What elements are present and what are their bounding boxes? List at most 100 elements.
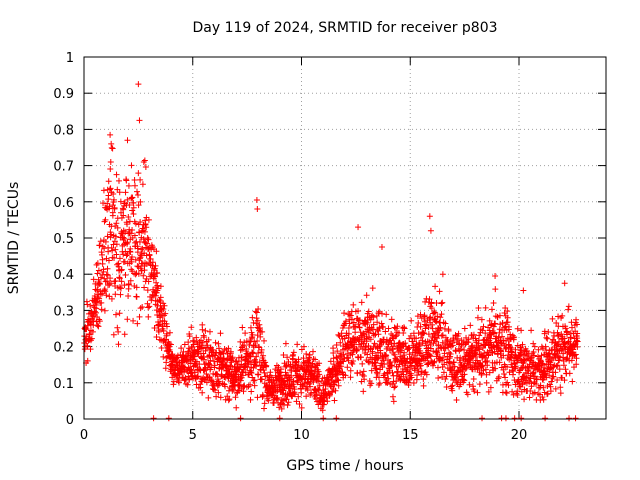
- data-point: [397, 376, 404, 383]
- data-point: [142, 163, 149, 170]
- data-point: [304, 387, 311, 394]
- data-point: [552, 369, 559, 376]
- data-point: [331, 397, 338, 404]
- data-point: [110, 196, 117, 203]
- data-point: [101, 307, 108, 314]
- data-point: [263, 381, 270, 388]
- data-point: [284, 402, 291, 409]
- data-point: [345, 334, 352, 341]
- data-point: [106, 293, 113, 300]
- data-point: [349, 351, 356, 358]
- data-point: [126, 202, 133, 209]
- data-point: [155, 321, 162, 328]
- data-point: [141, 157, 148, 164]
- data-point: [355, 337, 362, 344]
- data-point: [421, 312, 428, 319]
- data-point: [568, 357, 575, 364]
- y-tick-label: 0.1: [53, 377, 74, 392]
- data-point: [541, 328, 548, 335]
- data-point: [153, 333, 160, 340]
- data-point: [261, 369, 268, 376]
- data-point: [141, 228, 148, 235]
- data-point: [116, 189, 123, 196]
- data-point: [122, 228, 129, 235]
- data-point: [105, 178, 112, 185]
- data-point: [431, 358, 438, 365]
- data-point: [385, 341, 392, 348]
- data-point: [475, 304, 482, 311]
- data-point: [340, 351, 347, 358]
- data-point: [225, 345, 232, 352]
- data-point: [345, 324, 352, 331]
- data-point: [239, 324, 246, 331]
- data-point: [107, 185, 114, 192]
- data-point: [375, 374, 382, 381]
- data-point: [127, 249, 134, 256]
- data-point: [511, 334, 518, 341]
- data-point: [480, 323, 487, 330]
- data-point: [100, 187, 107, 194]
- data-point: [93, 305, 100, 312]
- data-point: [191, 338, 198, 345]
- data-point: [365, 358, 372, 365]
- data-point: [370, 314, 377, 321]
- data-point: [375, 310, 382, 317]
- data-point: [162, 310, 169, 317]
- data-point: [305, 360, 312, 367]
- data-point: [372, 359, 379, 366]
- data-point: [84, 357, 91, 364]
- data-point: [333, 342, 340, 349]
- data-point: [96, 318, 103, 325]
- data-point: [331, 381, 338, 388]
- data-point: [566, 370, 573, 377]
- data-point: [222, 383, 229, 390]
- data-point: [350, 319, 357, 326]
- data-point: [226, 396, 233, 403]
- data-point: [474, 314, 481, 321]
- data-point: [233, 404, 240, 411]
- data-point: [116, 310, 123, 317]
- data-point: [127, 277, 134, 284]
- data-point: [422, 325, 429, 332]
- data-point: [442, 376, 449, 383]
- data-point: [253, 309, 260, 316]
- data-point: [122, 271, 129, 278]
- data-point: [157, 318, 164, 325]
- data-point: [408, 370, 415, 377]
- data-point: [248, 388, 255, 395]
- data-point: [303, 393, 310, 400]
- data-point: [400, 329, 407, 336]
- data-point: [293, 367, 300, 374]
- data-point: [193, 334, 200, 341]
- data-point: [382, 328, 389, 335]
- data-point: [538, 352, 545, 359]
- data-point: [165, 347, 172, 354]
- data-point: [378, 360, 385, 367]
- data-point: [496, 312, 503, 319]
- data-point: [315, 378, 322, 385]
- data-point: [415, 319, 422, 326]
- data-point: [365, 308, 372, 315]
- data-point: [420, 376, 427, 383]
- data-point: [485, 351, 492, 358]
- data-point: [105, 248, 112, 255]
- data-point: [482, 304, 489, 311]
- data-point: [145, 245, 152, 252]
- data-point: [118, 266, 125, 273]
- data-point: [360, 388, 367, 395]
- data-point: [276, 415, 283, 422]
- data-point: [257, 324, 264, 331]
- data-point: [140, 272, 147, 279]
- data-point: [569, 324, 576, 331]
- data-point: [514, 392, 521, 399]
- data-point: [308, 367, 315, 374]
- chart-title: Day 119 of 2024, SRMTID for receiver p80…: [192, 20, 497, 36]
- data-point: [355, 307, 362, 314]
- data-point: [139, 245, 146, 252]
- data-point: [521, 352, 528, 359]
- data-point: [429, 321, 436, 328]
- data-point: [380, 324, 387, 331]
- data-point: [124, 137, 131, 144]
- data-point: [408, 362, 415, 369]
- data-point: [124, 239, 131, 246]
